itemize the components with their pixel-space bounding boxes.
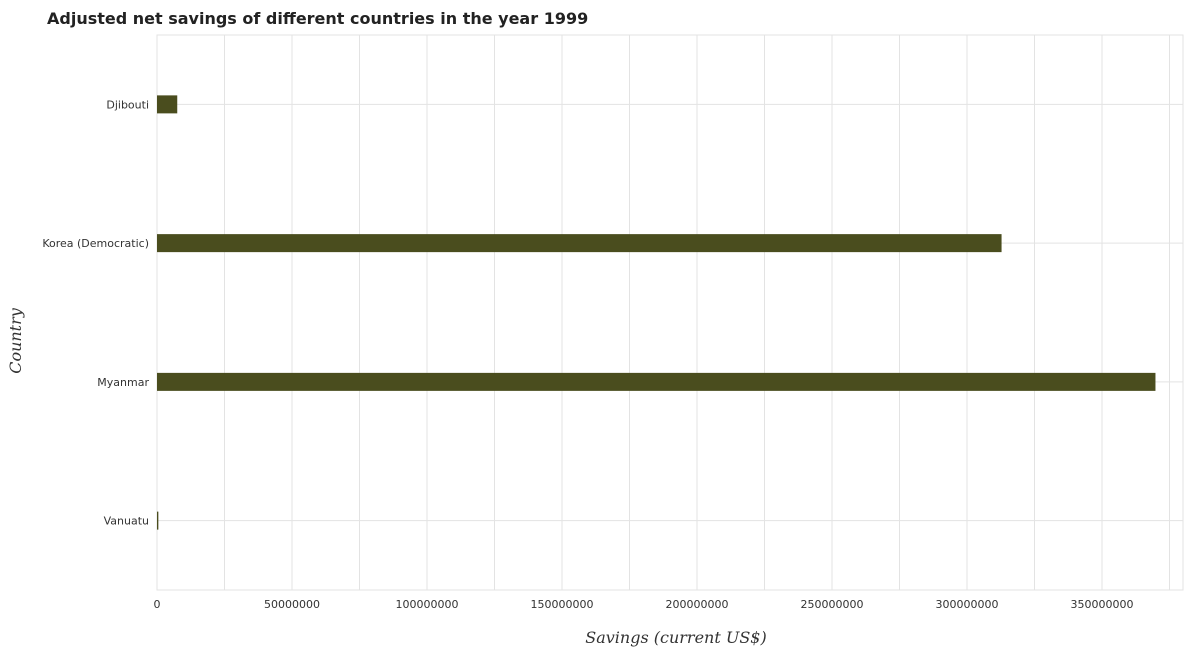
- bar-korea-democratic: [157, 234, 1002, 253]
- y-tick-label: Myanmar: [97, 376, 149, 389]
- bars: [157, 95, 1156, 530]
- y-axis-label: Country: [6, 307, 25, 374]
- x-axis-ticks: 0 50000000 100000000 150000000 200000000 2500…: [154, 598, 1134, 611]
- x-tick-label: 100000000: [396, 598, 459, 611]
- y-tick-label: Vanuatu: [104, 515, 149, 528]
- x-tick-label: 50000000: [264, 598, 320, 611]
- x-axis-label: Savings (current US$): [585, 628, 766, 647]
- x-tick-label: 250000000: [801, 598, 864, 611]
- plot-border: [156, 34, 1184, 591]
- y-tick-label: Korea (Democratic): [42, 237, 149, 250]
- x-tick-label: 0: [154, 598, 161, 611]
- bar-myanmar: [157, 372, 1156, 391]
- x-tick-label: 200000000: [666, 598, 729, 611]
- bar-djibouti: [157, 95, 178, 114]
- x-tick-label: 300000000: [936, 598, 999, 611]
- y-tick-label: Djibouti: [106, 98, 149, 111]
- x-tick-label: 150000000: [531, 598, 594, 611]
- chart-title: Adjusted net savings of different countr…: [47, 9, 588, 28]
- gridlines: [156, 34, 1184, 591]
- bar-vanuatu: [157, 511, 159, 530]
- y-axis-ticks: Djibouti Korea (Democratic) Myanmar Vanuatu: [42, 98, 149, 527]
- x-tick-label: 350000000: [1071, 598, 1134, 611]
